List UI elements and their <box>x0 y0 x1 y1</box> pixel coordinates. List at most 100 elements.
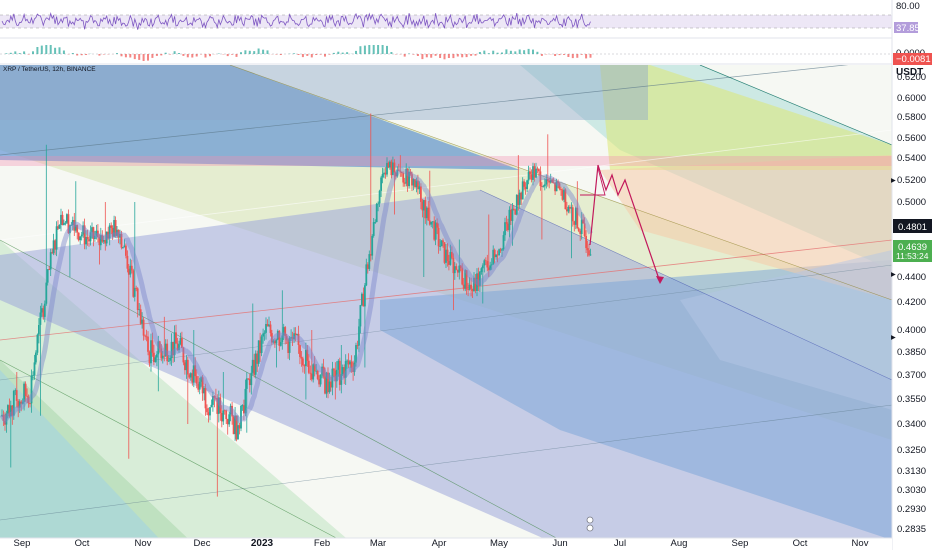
candle-body <box>353 362 356 372</box>
candle-body <box>446 249 449 261</box>
candle-body <box>76 225 79 233</box>
candle-body <box>23 383 25 402</box>
candle-body <box>117 229 120 238</box>
candle-body <box>156 354 158 358</box>
time-axis[interactable] <box>0 538 892 550</box>
candle-body <box>247 378 250 380</box>
symbol-label: XRP / TetherUS, 12h, BINANCE <box>3 66 96 73</box>
candle-body <box>566 209 568 212</box>
candle-body <box>107 231 110 239</box>
axis-marker-3: ▸ <box>891 332 896 343</box>
candle-body <box>104 240 107 244</box>
macd-bar <box>27 54 30 55</box>
candle-body <box>322 366 325 377</box>
candle-body <box>313 364 316 372</box>
y-tick-label: 0.3400 <box>897 419 926 430</box>
candle-body <box>291 337 294 340</box>
candle-body <box>530 174 533 180</box>
macd-bar <box>536 51 539 54</box>
candle-body <box>490 264 493 266</box>
macd-bar <box>532 49 534 54</box>
macd-bar <box>133 54 136 60</box>
candle-body <box>571 207 574 222</box>
candle-body <box>358 326 360 346</box>
candle-body <box>42 308 45 317</box>
candle-body <box>101 235 104 242</box>
axis-marker-1: ▸ <box>891 175 896 186</box>
candle-body <box>154 357 157 363</box>
candle-body <box>200 377 202 382</box>
candle-body <box>576 207 579 229</box>
candle-body <box>400 171 403 173</box>
macd-bar <box>209 54 211 57</box>
candle-body <box>359 305 362 327</box>
macd-bar <box>558 54 561 56</box>
candle-body <box>330 381 332 388</box>
candle-body <box>582 219 585 224</box>
candle-body <box>337 360 340 370</box>
candle-body <box>476 273 478 291</box>
channel-right-lower <box>680 250 892 410</box>
candle-body <box>210 404 213 408</box>
candle-body <box>371 235 374 256</box>
macd-bar <box>390 52 393 54</box>
candle-body <box>89 232 92 242</box>
macd-bar <box>456 54 459 57</box>
candle-body <box>182 348 185 363</box>
candle-body <box>173 332 176 356</box>
event-marker-icon-2[interactable] <box>586 524 594 532</box>
macd-bar <box>178 53 180 54</box>
candle-body <box>248 378 251 385</box>
candle-body <box>369 254 372 256</box>
candle-body <box>384 172 387 175</box>
candle-body <box>325 372 328 394</box>
macd-bar <box>191 54 194 58</box>
candle-body <box>29 403 31 405</box>
candle-body <box>133 287 136 297</box>
macd-bar <box>332 52 335 54</box>
candle-body <box>299 345 301 357</box>
y-tick-label: 0.4200 <box>897 297 926 308</box>
x-tick-label: Nov <box>135 538 152 549</box>
x-tick-label: Apr <box>432 538 447 549</box>
candle-body <box>428 220 431 225</box>
y-unit-label: USDT <box>896 67 923 78</box>
candle-body <box>260 336 263 353</box>
candle-body <box>403 182 406 184</box>
resistance-band <box>0 156 892 166</box>
candle-body <box>561 190 564 200</box>
candle-body <box>560 188 562 191</box>
candle-body <box>122 247 124 249</box>
candle-body <box>380 177 382 191</box>
candle-body <box>386 162 388 175</box>
candle-body <box>574 207 577 225</box>
candle-body <box>35 352 37 363</box>
candle-body <box>145 336 148 338</box>
candle-body <box>147 336 149 352</box>
macd-bar <box>36 47 39 54</box>
candle-body <box>113 220 115 237</box>
candle-body <box>501 249 503 251</box>
macd-bar <box>301 54 304 58</box>
candle-body <box>64 222 67 224</box>
rsi-pane <box>0 11 892 30</box>
price-axis[interactable] <box>892 0 932 550</box>
x-tick-label: Nov <box>852 538 869 549</box>
candle-body <box>259 340 261 354</box>
candle-body <box>188 374 191 378</box>
macd-bar <box>434 54 437 56</box>
candle-body <box>287 339 290 353</box>
candle-body <box>558 183 561 189</box>
candle-body <box>481 265 484 269</box>
macd-bar <box>235 54 238 57</box>
macd-bar <box>355 50 357 54</box>
candle-body <box>539 171 542 187</box>
rsi-band <box>0 15 892 28</box>
event-marker-icon[interactable] <box>586 516 594 524</box>
price-tag-current <box>893 240 932 262</box>
candle-body <box>517 194 520 205</box>
candle-body <box>74 225 77 231</box>
candle-body <box>393 162 396 173</box>
candle-body <box>161 355 164 359</box>
